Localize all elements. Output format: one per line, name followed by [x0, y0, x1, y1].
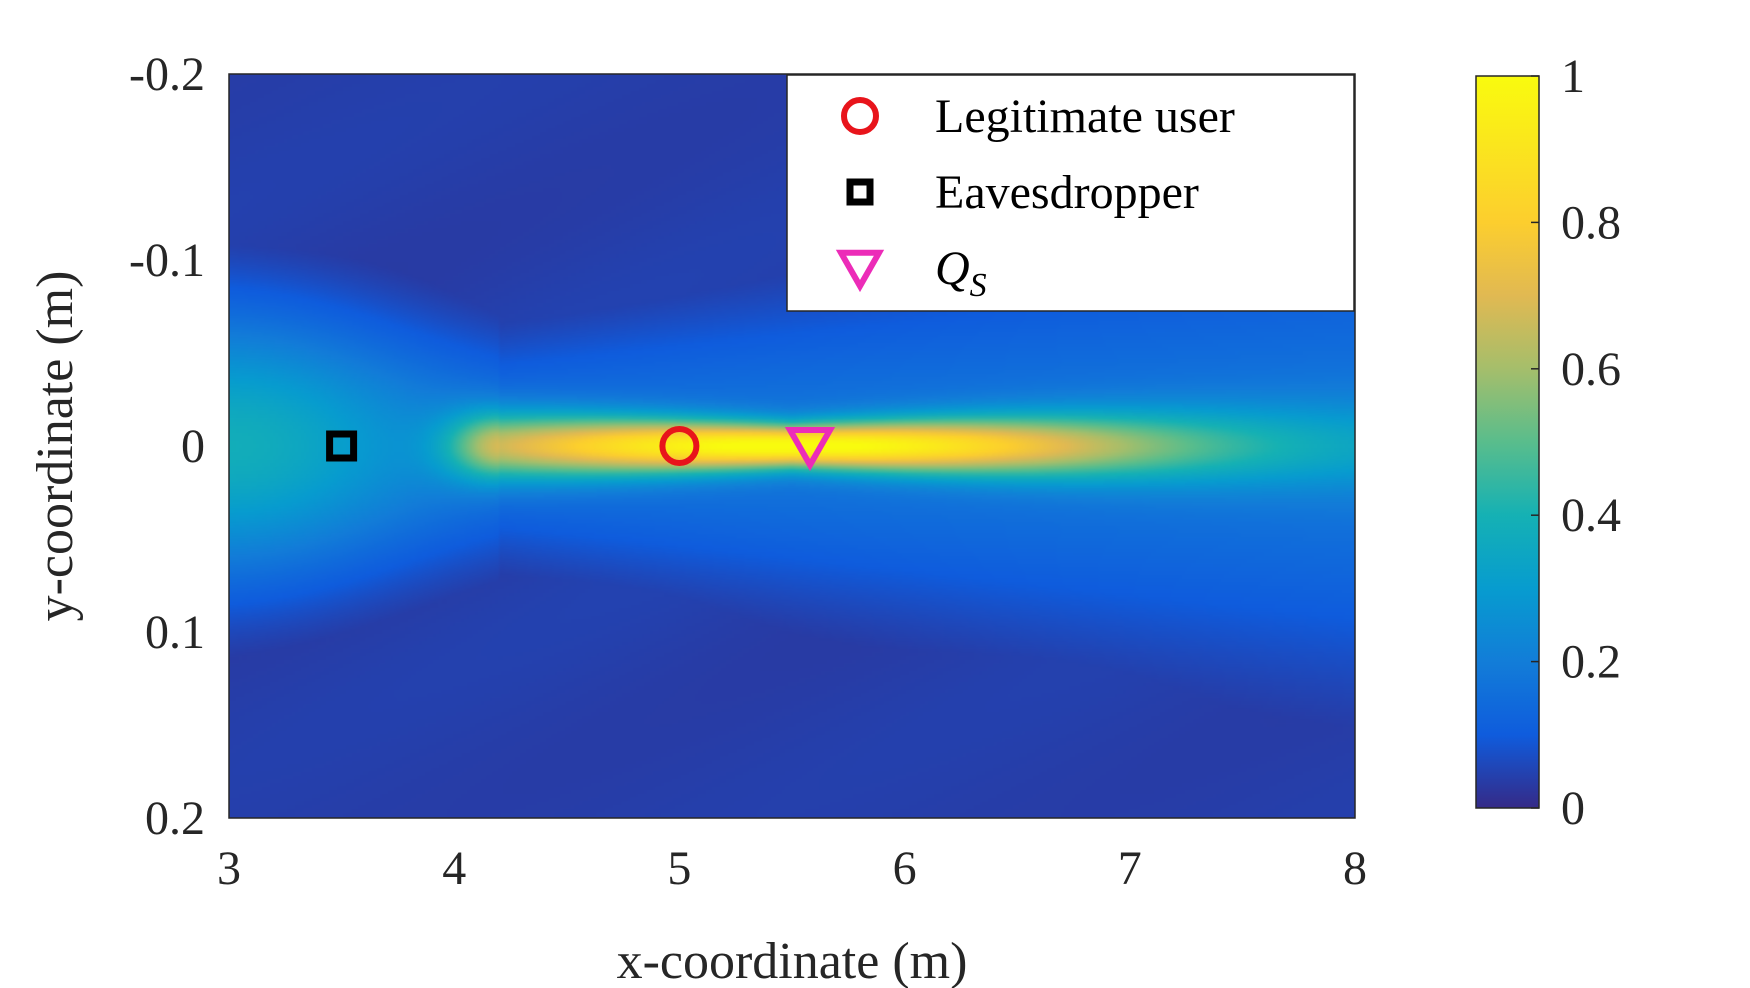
colorbar-tick-label: 0.2: [1561, 636, 1621, 689]
colorbar: [1475, 75, 1540, 809]
x-tick-label: 7: [1118, 842, 1142, 895]
colorbar-tick-label: 0.6: [1561, 343, 1621, 396]
colorbar-tick-label: 0.4: [1561, 489, 1621, 542]
x-tick-label: 3: [217, 842, 241, 895]
legend-triangle-marker: [835, 249, 885, 293]
y-axis-label: y-coordinate (m): [27, 271, 84, 622]
y-tick-label: -0.1: [129, 234, 205, 287]
y-tick-label: -0.2: [129, 48, 205, 101]
legitimate-user-marker: [659, 426, 700, 466]
x-tick-label: 5: [667, 842, 691, 895]
colorbar-tick-label: 1: [1561, 50, 1585, 103]
y-tick-label: 0.2: [145, 792, 205, 845]
legend-label: QS: [935, 242, 987, 304]
x-axis-label: x-coordinate (m): [617, 933, 968, 988]
legend-square-marker: [846, 178, 874, 206]
x-tick-label: 8: [1343, 842, 1367, 895]
y-tick-label: 0: [181, 420, 205, 473]
x-tick-label: 4: [442, 842, 466, 895]
plot-frame: [228, 73, 1356, 819]
legend-label: Eavesdropper: [935, 166, 1199, 219]
legend-circle-marker: [841, 97, 879, 135]
y-tick-label: 0.1: [145, 606, 205, 659]
x-tick-label: 6: [893, 842, 917, 895]
colorbar-tick-label: 0: [1561, 782, 1585, 835]
legend-box: [786, 74, 1355, 312]
colorbar-tick-label: 0.8: [1561, 196, 1621, 249]
eavesdropper-marker: [326, 430, 358, 462]
qs-marker: [784, 427, 836, 472]
legend-label: Legitimate user: [935, 90, 1235, 143]
